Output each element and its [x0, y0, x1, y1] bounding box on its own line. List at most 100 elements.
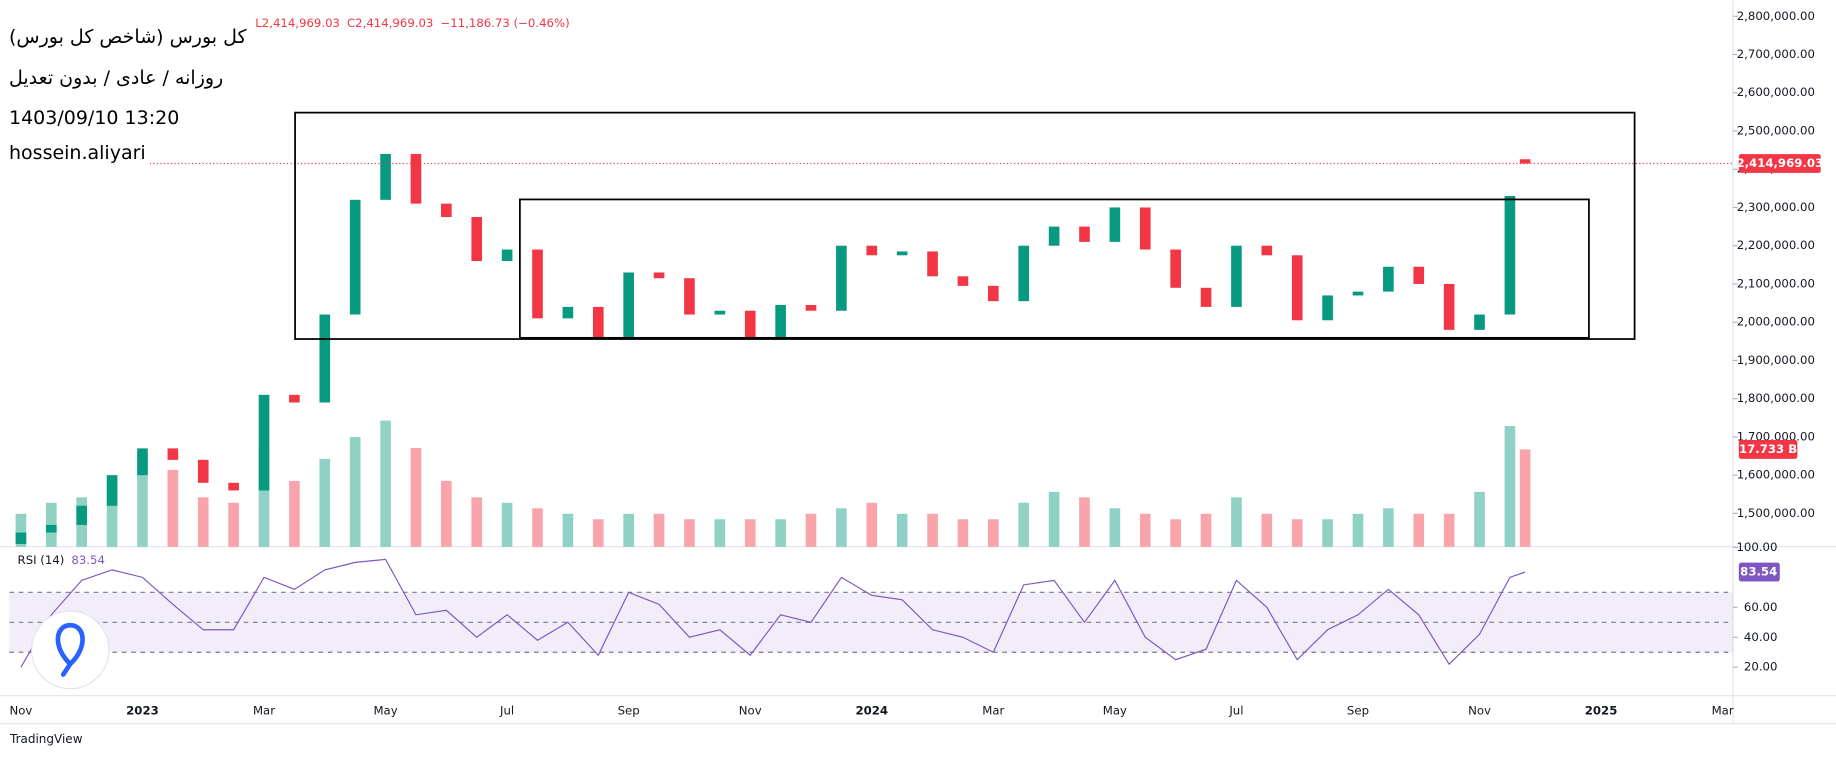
y-tick-label: 1,600,000.00 [1737, 468, 1815, 482]
rsi-tick-label: 20.00 [1744, 660, 1778, 674]
candle [471, 217, 483, 262]
candle [988, 285, 999, 302]
overlay-date: 1403/09/10 13:20 [9, 104, 184, 132]
candle [441, 203, 452, 218]
volume-bar [957, 519, 969, 547]
volume-bar [744, 519, 756, 547]
x-tick-label: Mar [253, 703, 275, 717]
volume-bar [501, 502, 513, 547]
logo [31, 610, 110, 690]
candle [1261, 245, 1273, 256]
volume-bar [410, 447, 422, 547]
overlay-subtitle: روزانه / عادی / بدون تعدیل [9, 64, 228, 92]
candle [289, 394, 300, 403]
last-price-label: 2,414,969.03 [1736, 156, 1823, 170]
x-tick-label: May [1103, 703, 1127, 717]
overlay-title: کل بورس (شاخص کل بورس) [9, 23, 251, 51]
volume-bar [1352, 513, 1364, 547]
volume-bar [380, 420, 391, 547]
x-tick-label: Nov [1468, 703, 1491, 717]
candle [1109, 207, 1121, 242]
x-tick-label: Nov [739, 703, 762, 717]
candle [167, 448, 179, 460]
candle [836, 245, 847, 311]
candle [1170, 249, 1181, 288]
candle [592, 306, 604, 338]
candle [1291, 255, 1303, 321]
candle [258, 394, 270, 491]
candle [805, 304, 817, 311]
legend-value: C2,414,969.03 [347, 16, 433, 30]
volume-bar [1519, 449, 1531, 547]
volume-bar [836, 508, 847, 547]
range-box [294, 111, 1636, 340]
candle [866, 245, 878, 256]
x-tick-label: Jul [1228, 703, 1243, 717]
x-tick-label: Mar [1712, 703, 1734, 717]
candle [1474, 314, 1485, 330]
x-tick-label: 2023 [126, 703, 159, 717]
candle [1200, 287, 1212, 307]
volume-bar [1322, 519, 1333, 547]
candle [714, 310, 726, 315]
candle [1383, 266, 1394, 292]
volume-bar [714, 519, 726, 547]
volume-bar [289, 480, 300, 547]
volume-bar [197, 497, 209, 547]
candle [1139, 207, 1151, 250]
volume-bar [228, 502, 239, 547]
candle [1519, 159, 1531, 164]
volume-bar [805, 513, 817, 547]
footer: TradingView [10, 732, 83, 746]
volume-bar [927, 513, 938, 547]
volume-bar [988, 519, 999, 547]
volume-bar [1291, 519, 1303, 547]
rsi-value-label: 83.54 [1740, 565, 1777, 579]
y-tick-label: 1,800,000.00 [1737, 391, 1815, 405]
candle [744, 310, 756, 338]
y-tick-label: 2,200,000.00 [1737, 238, 1815, 252]
rsi-badge [1738, 562, 1780, 582]
overlay-author: hossein.aliyari [9, 139, 150, 167]
candle [15, 532, 27, 544]
volume-bar [1048, 491, 1060, 547]
volume-bar [1383, 508, 1394, 547]
candle [349, 199, 361, 315]
volume-label: 17.733 B [1739, 442, 1797, 456]
candle [653, 272, 665, 279]
volume-bar [258, 447, 270, 547]
candle [501, 249, 513, 262]
candle [623, 272, 634, 338]
candle [927, 251, 938, 277]
rsi-tick-label: 100.00 [1736, 540, 1777, 554]
volume-bar [471, 497, 483, 547]
volume-bar [319, 458, 331, 547]
candle [1231, 245, 1242, 307]
rsi-name: RSI (14) [18, 553, 65, 567]
volume-bar [1018, 502, 1030, 547]
candle [1079, 226, 1090, 242]
volume-bar [441, 480, 452, 547]
volume-bar [106, 480, 118, 547]
y-tick-label: 2,700,000.00 [1737, 47, 1815, 61]
volume-bar [1139, 513, 1151, 547]
candle [76, 505, 88, 525]
x-tick-label: Sep [618, 703, 640, 717]
y-tick-label: 2,600,000.00 [1737, 85, 1815, 99]
volume-bar [1504, 426, 1516, 547]
candle [137, 448, 148, 476]
volume-bar [45, 502, 57, 547]
x-tick-label: Jul [499, 703, 514, 717]
volume-bar [592, 519, 604, 547]
candle [197, 459, 209, 483]
x-tick-label: 2025 [1585, 703, 1618, 717]
volume-badge [1738, 440, 1798, 459]
legend-value: L2,414,969.03 [255, 16, 340, 30]
candle [1018, 245, 1030, 302]
rsi-line [20, 558, 1526, 668]
volume-bar [349, 437, 361, 547]
y-tick-label: 1,900,000.00 [1737, 353, 1815, 367]
